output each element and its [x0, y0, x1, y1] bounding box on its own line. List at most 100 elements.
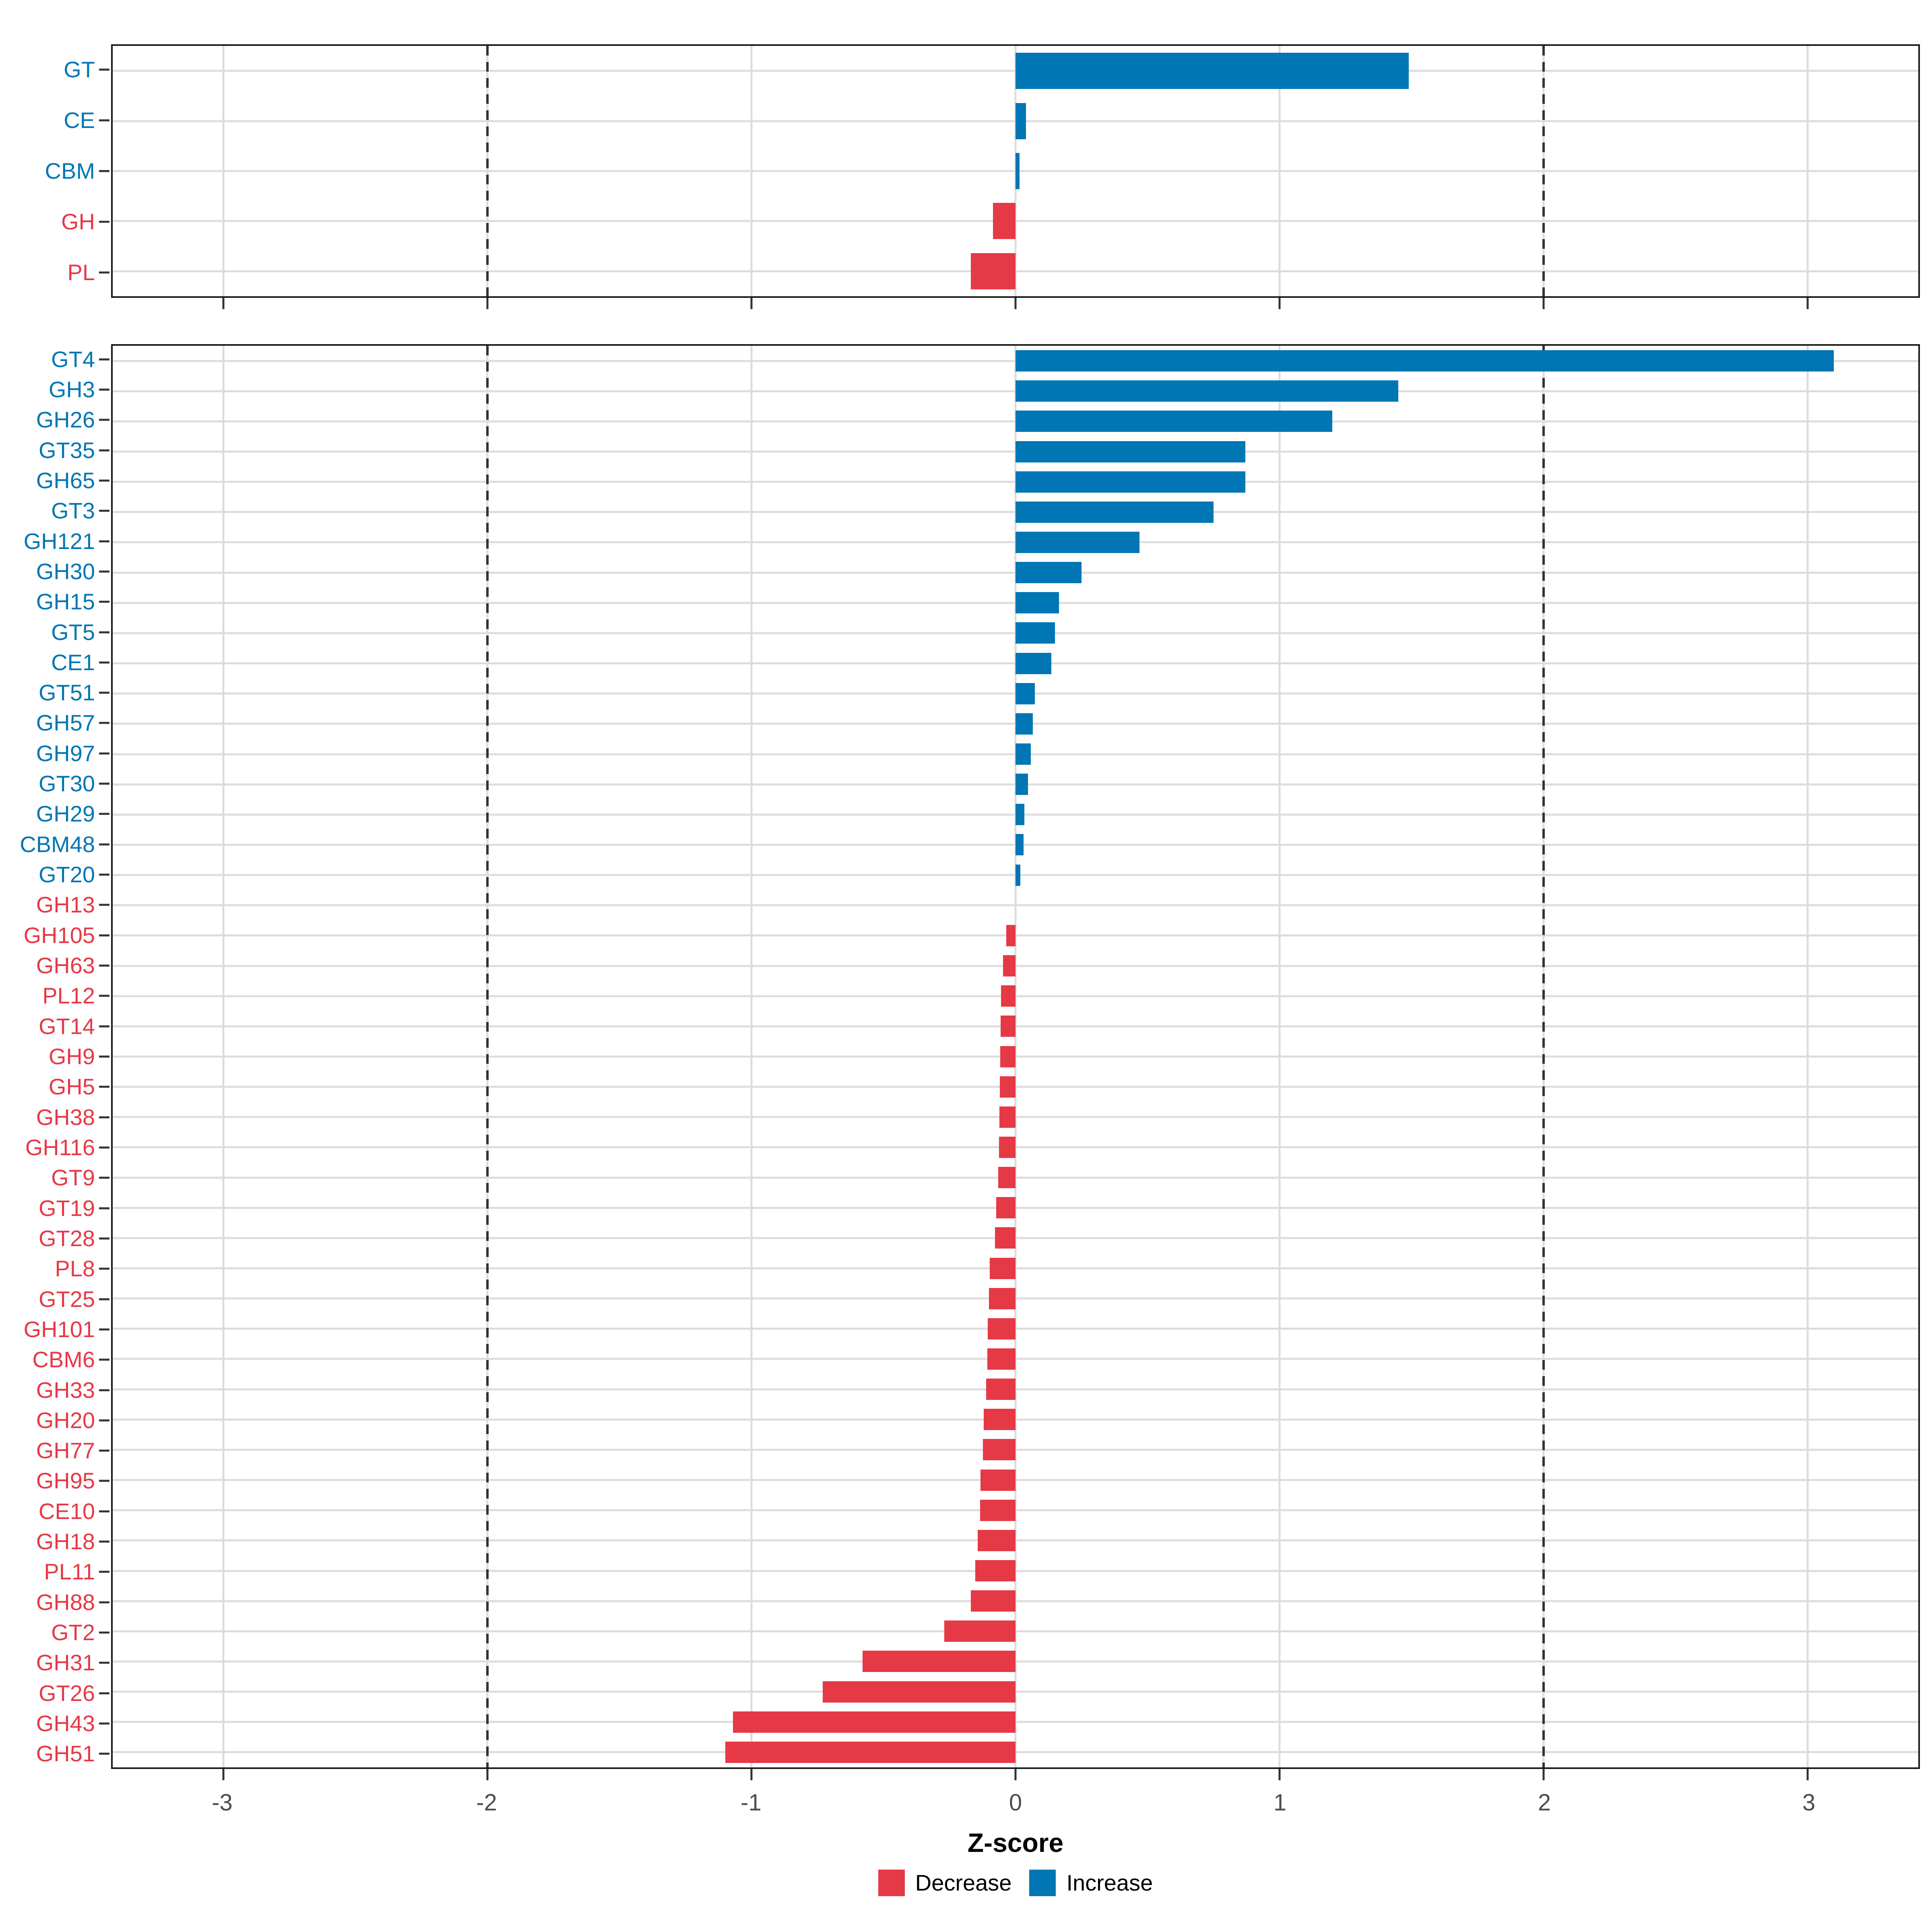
y-axis-tick-PL12 [99, 995, 109, 997]
category-label-PL: PL [67, 260, 95, 285]
bar-GT [1016, 53, 1409, 89]
bar-GT5 [1016, 622, 1055, 644]
bar-GT3 [1016, 501, 1214, 523]
y-axis-tick-GH9 [99, 1055, 109, 1058]
y-axis-tick-GT25 [99, 1298, 109, 1300]
row-gridline-GH5 [113, 1086, 1918, 1088]
y-axis-tick-GH95 [99, 1480, 109, 1482]
bar-GH5 [999, 1076, 1016, 1098]
category-label-GH63: GH63 [36, 953, 95, 978]
bar-GH26 [1016, 411, 1333, 432]
y-axis-tick-GT14 [99, 1025, 109, 1028]
row-gridline-GH116 [113, 1146, 1918, 1148]
category-label-GT5: GT5 [51, 619, 95, 645]
y-axis-tick-GT4 [99, 358, 109, 361]
row-gridline-GH88 [113, 1600, 1918, 1602]
row-gridline-PL8 [113, 1267, 1918, 1269]
row-gridline-GT25 [113, 1297, 1918, 1300]
y-axis-tick-GH97 [99, 752, 109, 755]
x-axis-tick--1 [750, 298, 753, 309]
category-label-GT35: GT35 [38, 437, 95, 463]
category-label-PL8: PL8 [55, 1256, 95, 1282]
category-label-GH95: GH95 [36, 1468, 95, 1494]
y-axis-tick-GT19 [99, 1207, 109, 1210]
category-label-GH105: GH105 [23, 922, 95, 948]
upper-panel-category-axis: GT CE CBM GH PL [0, 44, 111, 298]
row-gridline-PL [113, 270, 1918, 272]
lower-panel-category-axis: GT4 GH3 GH26 GT35 GH65 GT3 GH121 GH30 GH15 GT5 CE1… [0, 344, 111, 1769]
bar-GH95 [980, 1469, 1016, 1491]
y-axis-tick-GH13 [99, 904, 109, 906]
row-gridline-GH [113, 220, 1918, 222]
x-axis-tick--2 [486, 298, 489, 309]
bar-CBM6 [987, 1348, 1016, 1370]
y-axis-tick-GH65 [99, 479, 109, 482]
category-label-GT51: GT51 [38, 680, 95, 706]
category-label-PL12: PL12 [42, 983, 95, 1009]
lower-panel-plot-area [111, 344, 1920, 1780]
bar-CBM48 [1016, 834, 1024, 856]
y-axis-tick-GT35 [99, 449, 109, 452]
legend: Decrease Increase [111, 1870, 1920, 1896]
category-label-GH9: GH9 [48, 1044, 95, 1069]
y-axis-tick-GT20 [99, 873, 109, 876]
x-axis-tick-label-1: 1 [1273, 1790, 1287, 1816]
upper-panel: GT CE CBM GH PL [0, 44, 1932, 309]
category-label-GH15: GH15 [36, 589, 95, 615]
x-axis-tick-label--2: -2 [476, 1790, 497, 1816]
row-gridline-GH63 [113, 965, 1918, 967]
y-axis-tick-GH43 [99, 1722, 109, 1725]
bar-PL11 [975, 1560, 1016, 1582]
bar-GH18 [977, 1530, 1016, 1551]
row-gridline-GT19 [113, 1207, 1918, 1209]
y-axis-tick-GH51 [99, 1752, 109, 1755]
y-axis-tick-GH3 [99, 388, 109, 391]
bar-GH121 [1016, 531, 1140, 553]
y-axis-tick-GT5 [99, 631, 109, 634]
row-gridline-GH101 [113, 1327, 1918, 1330]
row-gridline-GH51 [113, 1751, 1918, 1753]
y-axis-tick-GH33 [99, 1389, 109, 1391]
x-axis-tick-3 [1806, 298, 1809, 309]
y-axis-tick-GH121 [99, 540, 109, 543]
x-axis-tick-label-0: 0 [1009, 1790, 1022, 1816]
y-axis-tick-PL8 [99, 1267, 109, 1270]
row-gridline-GH13 [113, 904, 1918, 906]
row-gridline-GH18 [113, 1539, 1918, 1542]
category-label-GH31: GH31 [36, 1650, 95, 1676]
row-gridline-GH38 [113, 1116, 1918, 1118]
x-axis-tick-2 [1542, 1769, 1545, 1780]
bar-CE10 [980, 1499, 1016, 1521]
row-gridline-GH105 [113, 934, 1918, 937]
y-axis-tick-GH105 [99, 934, 109, 937]
x-axis-tick-label-2: 2 [1538, 1790, 1551, 1816]
bar-GH57 [1016, 713, 1033, 735]
y-axis-tick-GT9 [99, 1177, 109, 1179]
x-axis-tick-0 [1014, 1769, 1017, 1780]
bar-GT4 [1016, 350, 1834, 372]
category-label-GH20: GH20 [36, 1407, 95, 1433]
y-axis-tick-CBM [99, 170, 109, 172]
category-label-GH29: GH29 [36, 801, 95, 827]
row-gridline-GT9 [113, 1177, 1918, 1179]
bar-CE [1016, 103, 1026, 139]
bar-GH29 [1016, 804, 1025, 826]
x-axis-tick--3 [222, 1769, 225, 1780]
y-axis-tick-GH88 [99, 1601, 109, 1604]
y-axis-tick-GH29 [99, 813, 109, 815]
x-axis-tick--3 [222, 298, 225, 309]
y-axis-tick-PL [99, 271, 109, 274]
bar-GH [993, 203, 1016, 239]
x-axis-tick-label--3: -3 [212, 1790, 233, 1816]
category-label-GH101: GH101 [23, 1316, 95, 1342]
y-axis-tick-GT30 [99, 782, 109, 785]
legend-entry-increase: Increase [1029, 1870, 1153, 1896]
legend-label-increase: Increase [1066, 1870, 1153, 1895]
y-axis-tick-GT [99, 68, 109, 71]
bar-GH105 [1006, 925, 1016, 946]
bar-GH43 [733, 1711, 1016, 1733]
category-label-GT26: GT26 [38, 1680, 95, 1706]
y-axis-tick-GH20 [99, 1419, 109, 1422]
bar-PL8 [989, 1257, 1016, 1279]
row-gridline-GH77 [113, 1449, 1918, 1451]
